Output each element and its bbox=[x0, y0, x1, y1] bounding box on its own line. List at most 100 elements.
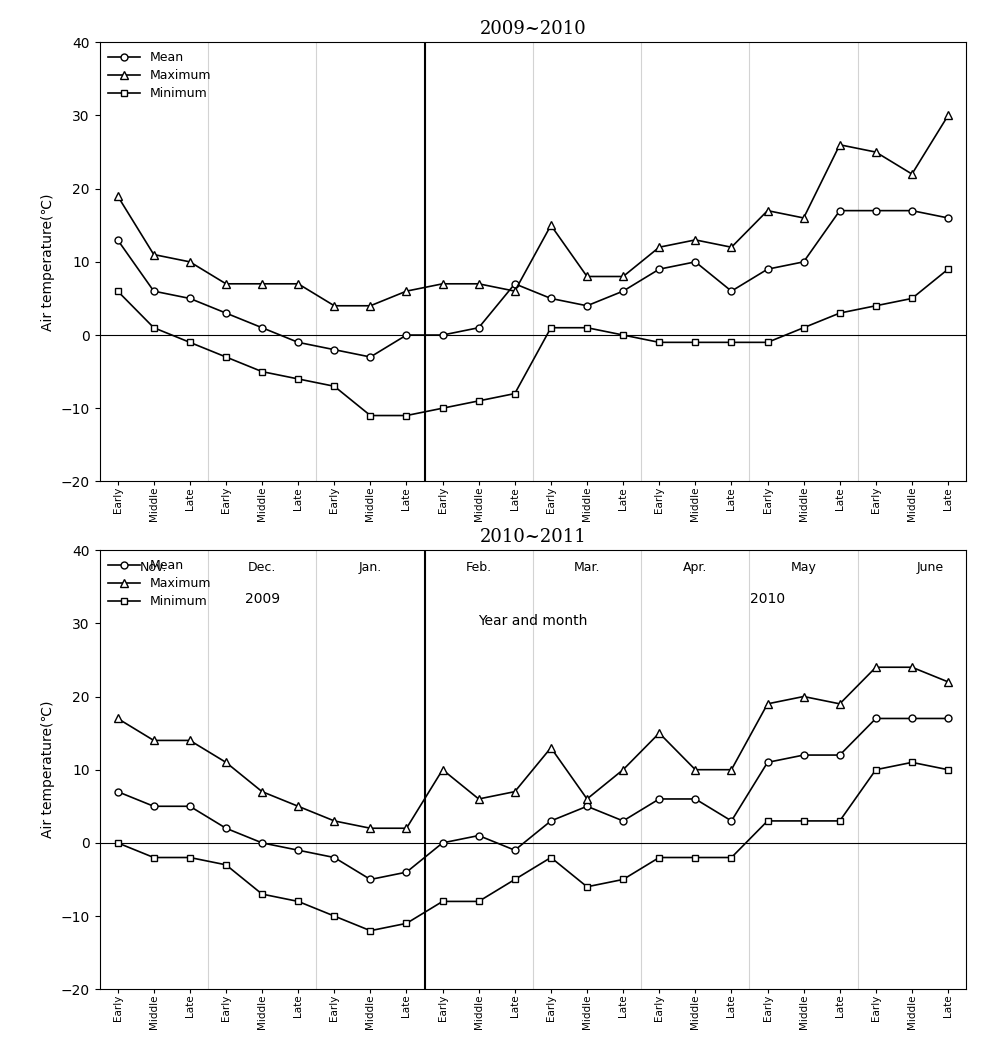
Line: Mean: Mean bbox=[115, 207, 951, 361]
Mean bbox=[762, 262, 774, 275]
Minimum bbox=[906, 756, 918, 769]
Maximum bbox=[147, 734, 159, 747]
Maximum bbox=[798, 212, 810, 224]
Mean bbox=[689, 255, 701, 268]
Line: Maximum: Maximum bbox=[114, 111, 952, 310]
Maximum bbox=[762, 697, 774, 710]
Minimum bbox=[762, 815, 774, 827]
Minimum bbox=[147, 322, 159, 334]
Minimum bbox=[689, 851, 701, 863]
Maximum bbox=[112, 712, 124, 725]
Mean bbox=[473, 322, 485, 334]
Maximum bbox=[400, 285, 412, 297]
Mean bbox=[689, 792, 701, 805]
Line: Minimum: Minimum bbox=[115, 266, 951, 419]
Maximum bbox=[365, 822, 376, 835]
Text: Nov.: Nov. bbox=[140, 561, 167, 573]
Minimum bbox=[653, 336, 665, 349]
Mean bbox=[365, 350, 376, 363]
Maximum bbox=[834, 139, 846, 151]
Mean bbox=[184, 800, 196, 813]
Text: Feb.: Feb. bbox=[466, 561, 492, 573]
Mean bbox=[834, 204, 846, 217]
Mean bbox=[906, 204, 918, 217]
Minimum bbox=[545, 322, 557, 334]
Minimum bbox=[509, 873, 521, 886]
Text: Dec.: Dec. bbox=[248, 561, 276, 573]
Minimum bbox=[473, 895, 485, 908]
Maximum bbox=[798, 690, 810, 703]
Mean bbox=[436, 837, 448, 850]
Minimum bbox=[256, 365, 268, 378]
Maximum bbox=[509, 785, 521, 798]
Mean bbox=[725, 815, 737, 827]
Mean bbox=[509, 844, 521, 857]
Mean bbox=[147, 285, 159, 297]
Mean bbox=[400, 329, 412, 342]
Mean bbox=[545, 815, 557, 827]
Maximum bbox=[365, 299, 376, 312]
Minimum bbox=[147, 851, 159, 863]
Maximum bbox=[436, 277, 448, 290]
Mean bbox=[545, 292, 557, 305]
Maximum bbox=[581, 792, 593, 805]
Minimum bbox=[545, 851, 557, 863]
Mean bbox=[400, 865, 412, 878]
Maximum bbox=[725, 241, 737, 254]
Maximum bbox=[581, 270, 593, 282]
Minimum bbox=[725, 336, 737, 349]
Text: 2009: 2009 bbox=[244, 592, 280, 606]
Maximum bbox=[147, 249, 159, 261]
Minimum bbox=[689, 336, 701, 349]
Maximum bbox=[725, 764, 737, 777]
Minimum bbox=[436, 895, 448, 908]
Minimum bbox=[365, 409, 376, 422]
Maximum bbox=[184, 255, 196, 268]
Maximum bbox=[329, 299, 341, 312]
Minimum bbox=[942, 764, 954, 777]
Mean bbox=[618, 285, 629, 297]
Mean bbox=[942, 712, 954, 725]
Minimum bbox=[762, 336, 774, 349]
Maximum bbox=[870, 146, 881, 159]
Mean bbox=[112, 785, 124, 798]
Maximum bbox=[618, 270, 629, 282]
Line: Maximum: Maximum bbox=[114, 663, 952, 833]
Legend: Mean, Maximum, Minimum: Mean, Maximum, Minimum bbox=[104, 47, 216, 105]
Minimum bbox=[292, 372, 304, 385]
Minimum bbox=[942, 262, 954, 275]
Mean bbox=[762, 756, 774, 769]
Mean bbox=[292, 844, 304, 857]
Text: Apr.: Apr. bbox=[683, 561, 707, 573]
Y-axis label: Air temperature(℃): Air temperature(℃) bbox=[41, 194, 55, 330]
Line: Mean: Mean bbox=[115, 715, 951, 883]
Minimum bbox=[184, 336, 196, 349]
Mean bbox=[870, 204, 881, 217]
Maximum bbox=[509, 285, 521, 297]
Mean bbox=[220, 307, 232, 320]
Mean bbox=[365, 873, 376, 886]
Maximum bbox=[256, 785, 268, 798]
Minimum bbox=[256, 888, 268, 900]
Mean bbox=[798, 255, 810, 268]
Text: Mar.: Mar. bbox=[574, 561, 601, 573]
Maximum bbox=[906, 167, 918, 180]
Mean bbox=[653, 262, 665, 275]
Minimum bbox=[112, 837, 124, 850]
Mean bbox=[798, 749, 810, 762]
Minimum bbox=[581, 322, 593, 334]
Maximum bbox=[906, 661, 918, 674]
Maximum bbox=[400, 822, 412, 835]
Minimum bbox=[870, 299, 881, 312]
Minimum bbox=[834, 307, 846, 320]
Mean bbox=[906, 712, 918, 725]
Minimum bbox=[581, 880, 593, 893]
Minimum bbox=[618, 873, 629, 886]
Minimum bbox=[184, 851, 196, 863]
Text: May: May bbox=[791, 561, 817, 573]
Minimum bbox=[618, 329, 629, 342]
Mean bbox=[618, 815, 629, 827]
Mean bbox=[147, 800, 159, 813]
Maximum bbox=[834, 697, 846, 710]
Minimum bbox=[220, 350, 232, 363]
